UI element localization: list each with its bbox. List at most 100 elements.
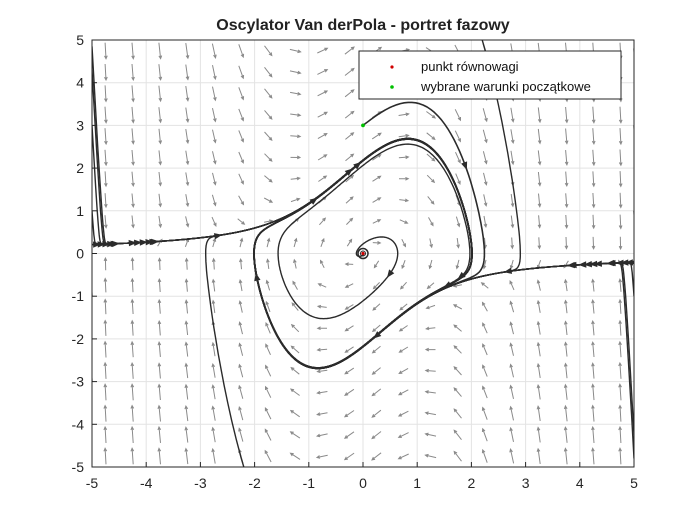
field-arrow <box>618 361 622 379</box>
field-arrow <box>453 450 462 462</box>
field-arrow <box>591 319 595 336</box>
field-arrow <box>372 175 382 182</box>
field-arrow <box>290 176 301 181</box>
field-arrow <box>537 128 542 145</box>
field-arrow <box>398 176 410 181</box>
field-arrow <box>184 383 189 400</box>
field-arrow <box>131 193 135 208</box>
field-arrow <box>399 303 408 311</box>
field-arrow <box>563 447 568 465</box>
x-tick-label: -2 <box>248 475 261 491</box>
marked-points <box>357 123 369 260</box>
y-tick-label: -5 <box>72 459 85 475</box>
field-arrow <box>211 194 217 207</box>
field-arrow <box>591 149 596 167</box>
field-arrow <box>264 131 273 141</box>
field-arrow <box>424 347 436 352</box>
field-arrow <box>211 447 216 464</box>
field-arrow <box>344 262 354 266</box>
trajectory-arrowhead <box>461 161 468 170</box>
field-arrow <box>397 432 409 438</box>
field-arrow <box>429 238 433 249</box>
field-arrow <box>290 155 302 160</box>
field-arrow <box>103 215 108 229</box>
field-arrow <box>238 300 243 313</box>
x-tick-label: 5 <box>630 475 638 491</box>
field-arrow <box>536 320 541 335</box>
field-arrow <box>536 279 541 291</box>
field-arrow <box>398 133 410 138</box>
y-axis-ticks: 5 4 3 2 1 0 -1 -2 -3 -4 -5 <box>72 32 97 475</box>
field-arrow <box>290 197 301 203</box>
field-arrow <box>316 347 328 352</box>
field-arrow <box>563 383 568 400</box>
field-arrow <box>158 193 163 208</box>
x-tick-label: -5 <box>86 475 99 491</box>
x-tick-label: -3 <box>194 475 207 491</box>
field-arrow <box>591 447 595 465</box>
y-tick-label: -3 <box>72 374 85 390</box>
field-arrow <box>564 150 569 166</box>
field-arrow <box>212 86 217 102</box>
field-arrow <box>131 171 135 188</box>
field-arrow <box>317 283 327 288</box>
field-arrow <box>211 362 216 378</box>
field-arrow <box>454 130 461 143</box>
field-arrow <box>184 299 189 314</box>
field-arrow <box>317 111 329 118</box>
field-arrow <box>130 319 135 336</box>
field-arrow <box>397 410 409 417</box>
field-arrow <box>185 43 190 60</box>
field-arrow <box>510 193 515 208</box>
field-arrow <box>345 132 355 140</box>
field-arrow <box>103 404 108 422</box>
field-arrow <box>157 298 162 314</box>
legend-box <box>358 50 622 100</box>
field-arrow <box>345 174 355 183</box>
field-arrow <box>239 237 244 248</box>
field-arrow <box>536 362 541 378</box>
field-arrow <box>397 389 409 396</box>
field-arrow <box>371 132 382 140</box>
field-arrow <box>289 48 302 54</box>
field-arrow <box>591 106 596 124</box>
field-arrow <box>238 384 244 399</box>
field-arrow <box>185 216 190 228</box>
field-arrow <box>239 257 243 270</box>
trajectory-arrowhead <box>443 281 452 288</box>
field-arrow <box>185 64 190 81</box>
field-arrow <box>104 106 108 124</box>
x-tick-label: 2 <box>468 475 476 491</box>
field-arrow <box>265 385 272 398</box>
field-arrow <box>509 321 514 335</box>
field-arrow <box>263 219 274 223</box>
field-arrow <box>482 151 488 165</box>
field-arrow <box>344 46 355 55</box>
field-arrow <box>289 388 300 396</box>
field-arrow <box>618 278 623 292</box>
field-arrow <box>343 410 355 418</box>
field-arrow <box>455 173 461 185</box>
field-arrow <box>130 257 135 271</box>
field-arrow <box>104 171 108 188</box>
field-arrow <box>455 216 461 228</box>
field-arrow <box>290 134 302 139</box>
field-arrow <box>158 150 163 166</box>
field-arrow <box>428 217 434 227</box>
field-arrow <box>185 194 190 208</box>
field-arrow <box>238 130 244 143</box>
y-tick-label: -2 <box>72 331 85 347</box>
field-arrow <box>483 215 488 229</box>
field-arrow <box>158 85 163 103</box>
field-arrow <box>211 341 216 357</box>
field-arrow <box>564 171 569 188</box>
field-arrow <box>398 346 409 353</box>
field-arrow <box>563 362 568 379</box>
field-arrow <box>131 149 135 166</box>
field-arrow <box>591 383 595 401</box>
field-arrow <box>591 425 595 444</box>
field-arrow <box>453 387 462 397</box>
field-arrow <box>425 304 436 310</box>
field-arrow <box>426 174 436 184</box>
